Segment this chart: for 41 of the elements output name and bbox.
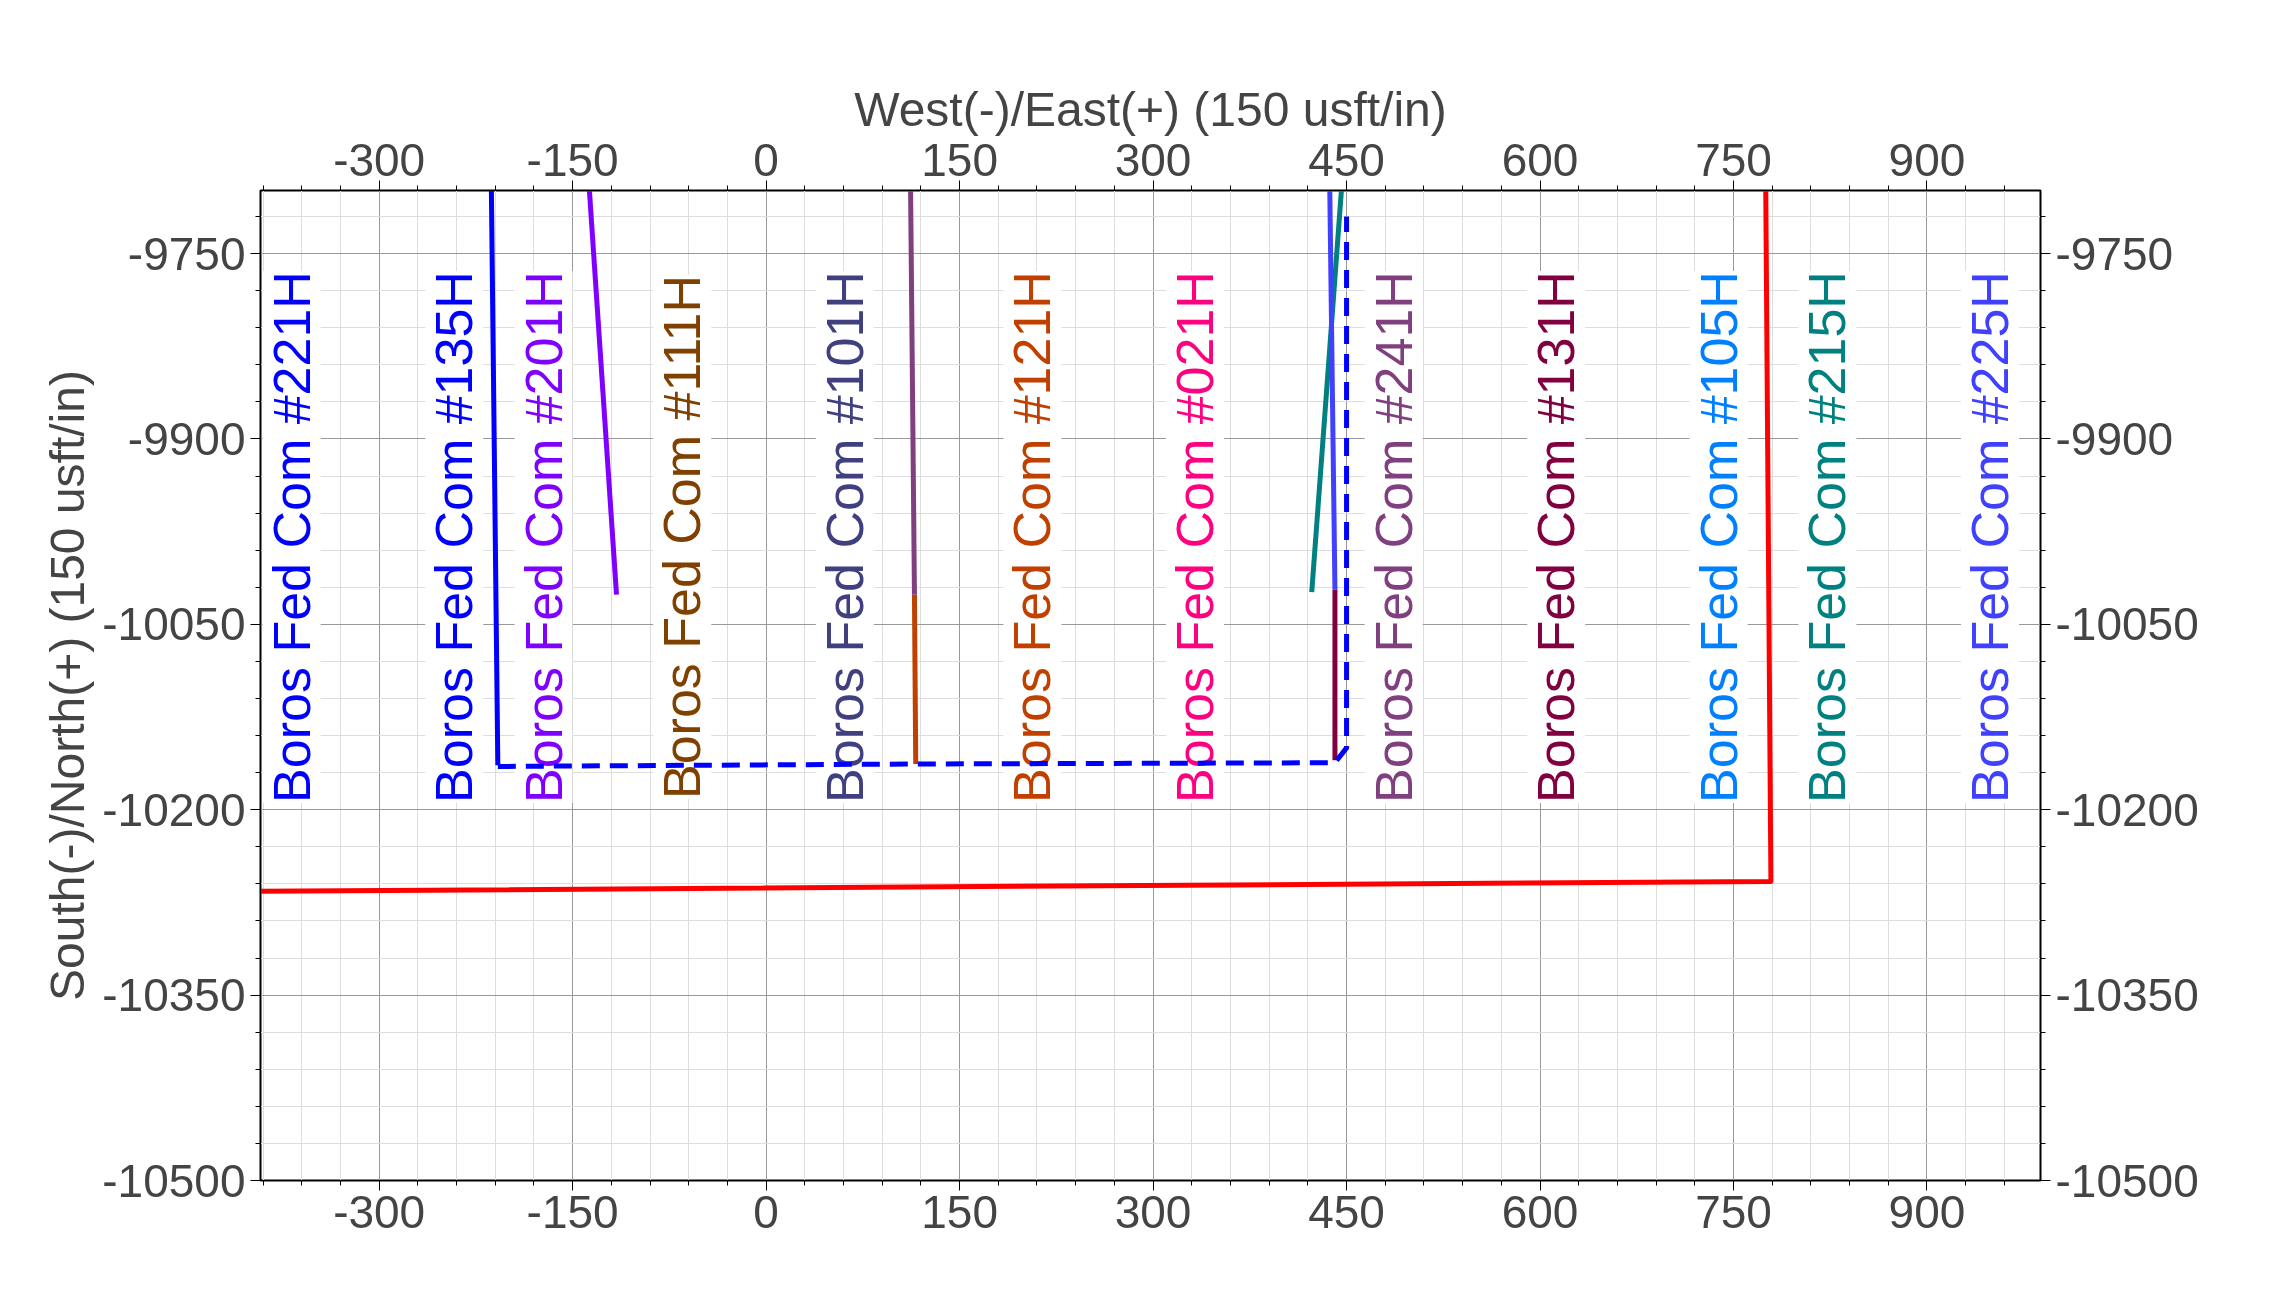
y-tick-label: -10050 [102,598,246,651]
x2-tick-label: 600 [1501,1185,1579,1238]
x2-tick-label: 900 [1888,1185,1966,1238]
y2-tick-label: -10350 [2055,969,2199,1022]
y2-tick-label: -10200 [2055,783,2199,836]
y-tick-label: -9900 [127,412,246,465]
legend-label: Boros Fed Com #101H [815,271,874,803]
y2-tick-label: -10050 [2055,598,2199,651]
x2-tick-label: -300 [333,1185,426,1238]
x-tick-label: 450 [1308,133,1385,186]
legend-label: Boros Fed Com #135H [425,271,484,803]
x2-tick-label: 300 [1114,1185,1192,1238]
text: Boros Fed Com #215H [1798,271,1857,803]
y-tick-label: -10500 [102,1154,246,1207]
y-tick-label: -10350 [102,969,246,1022]
y-tick-label: -9750 [127,227,246,280]
text: Boros Fed Com #131H [1527,271,1586,803]
x2-tick-label: 450 [1308,1185,1385,1238]
x-tick-label: 900 [1888,133,1966,186]
text: Boros Fed Com #225H [1960,271,2019,803]
text: Boros Fed Com #201H [514,271,573,803]
x2-tick-label: 0 [753,1185,779,1238]
x2-tick-label: -150 [526,1185,619,1238]
legend-label: Boros Fed Com #111H [653,274,712,800]
y-tick-label: -10200 [102,783,246,836]
x2-tick-label: 750 [1695,1185,1772,1238]
legend-label: Boros Fed Com #021H [1166,271,1224,803]
legend-label: Boros Fed Com #105H [1689,271,1748,803]
x-tick-label: -300 [333,133,426,186]
text: Boros Fed Com #241H [1364,271,1423,803]
x-tick-label: 750 [1695,133,1772,186]
text: Boros Fed Com #221H [262,271,321,803]
y-axis-title: South(-)/North(+) (150 usft/in) [41,370,95,1001]
x-tick-label: 600 [1501,133,1579,186]
y2-tick-label: -10500 [2055,1154,2199,1207]
x-tick-label: 0 [753,133,779,186]
text: Boros Fed Com #121H [1003,271,1062,803]
x2-tick-label: 150 [921,1185,998,1238]
y2-tick-label: -9750 [2055,227,2174,280]
y2-tick-label: -9900 [2055,412,2174,465]
x-tick-label: -150 [526,133,619,186]
